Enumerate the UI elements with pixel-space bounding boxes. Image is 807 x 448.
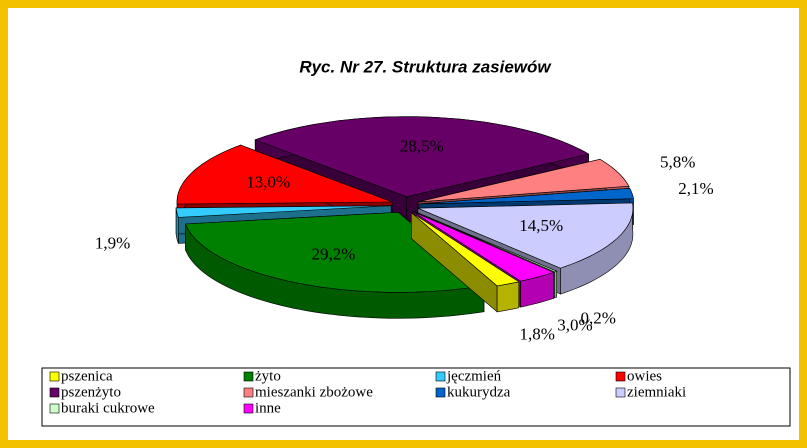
- slice-top: [412, 211, 555, 282]
- legend-swatch: [243, 403, 254, 414]
- slice-top: [414, 211, 558, 273]
- slice-top: [176, 144, 393, 205]
- data-label: 1,9%: [95, 234, 130, 253]
- legend-label: owies: [627, 368, 662, 384]
- legend-swatch: [435, 387, 446, 398]
- legend-label: pszenica: [61, 368, 113, 384]
- legend-label: inne: [255, 400, 281, 416]
- slice-top: [175, 205, 392, 218]
- data-label: 28,5%: [400, 136, 444, 155]
- legend-swatch: [243, 371, 254, 382]
- legend-label: ziemniaki: [627, 384, 686, 400]
- data-label: 1,8%: [519, 324, 554, 343]
- slice-rim: [496, 281, 520, 313]
- slice: [411, 211, 520, 313]
- legend-swatch: [435, 371, 446, 382]
- legend-swatch: [615, 371, 626, 382]
- slice-top: [417, 158, 630, 203]
- slice-top: [418, 187, 634, 205]
- chart-title: Ryc. Nr 27. Struktura zasiewów: [299, 57, 552, 76]
- legend-label: buraki cukrowe: [61, 400, 155, 416]
- data-label: 2,1%: [678, 179, 713, 198]
- legend-box: [41, 367, 791, 427]
- data-label: 29,2%: [312, 245, 356, 264]
- legend-label: kukurydza: [447, 384, 511, 400]
- legend-swatch: [49, 387, 60, 398]
- data-label: 3,0%: [557, 316, 592, 335]
- data-label: 5,8%: [660, 152, 695, 171]
- legend-label: mieszanki zbożowe: [255, 384, 373, 400]
- data-label: 0,2%: [580, 309, 615, 328]
- legend-label: jęczmień: [446, 368, 502, 384]
- slice-rim: [554, 270, 557, 299]
- legend-swatch: [49, 371, 60, 382]
- legend-label: żyto: [255, 368, 281, 384]
- slice-top: [254, 116, 590, 198]
- data-label: 14,5%: [519, 216, 563, 235]
- legend-swatch: [243, 387, 254, 398]
- slice-top: [411, 212, 520, 287]
- legend-swatch: [49, 403, 60, 414]
- legend-label: pszenżyto: [61, 384, 121, 400]
- slice-top: [417, 202, 634, 269]
- legend-swatch: [615, 387, 626, 398]
- data-label: 13,0%: [246, 172, 290, 191]
- slice-top: [185, 211, 485, 293]
